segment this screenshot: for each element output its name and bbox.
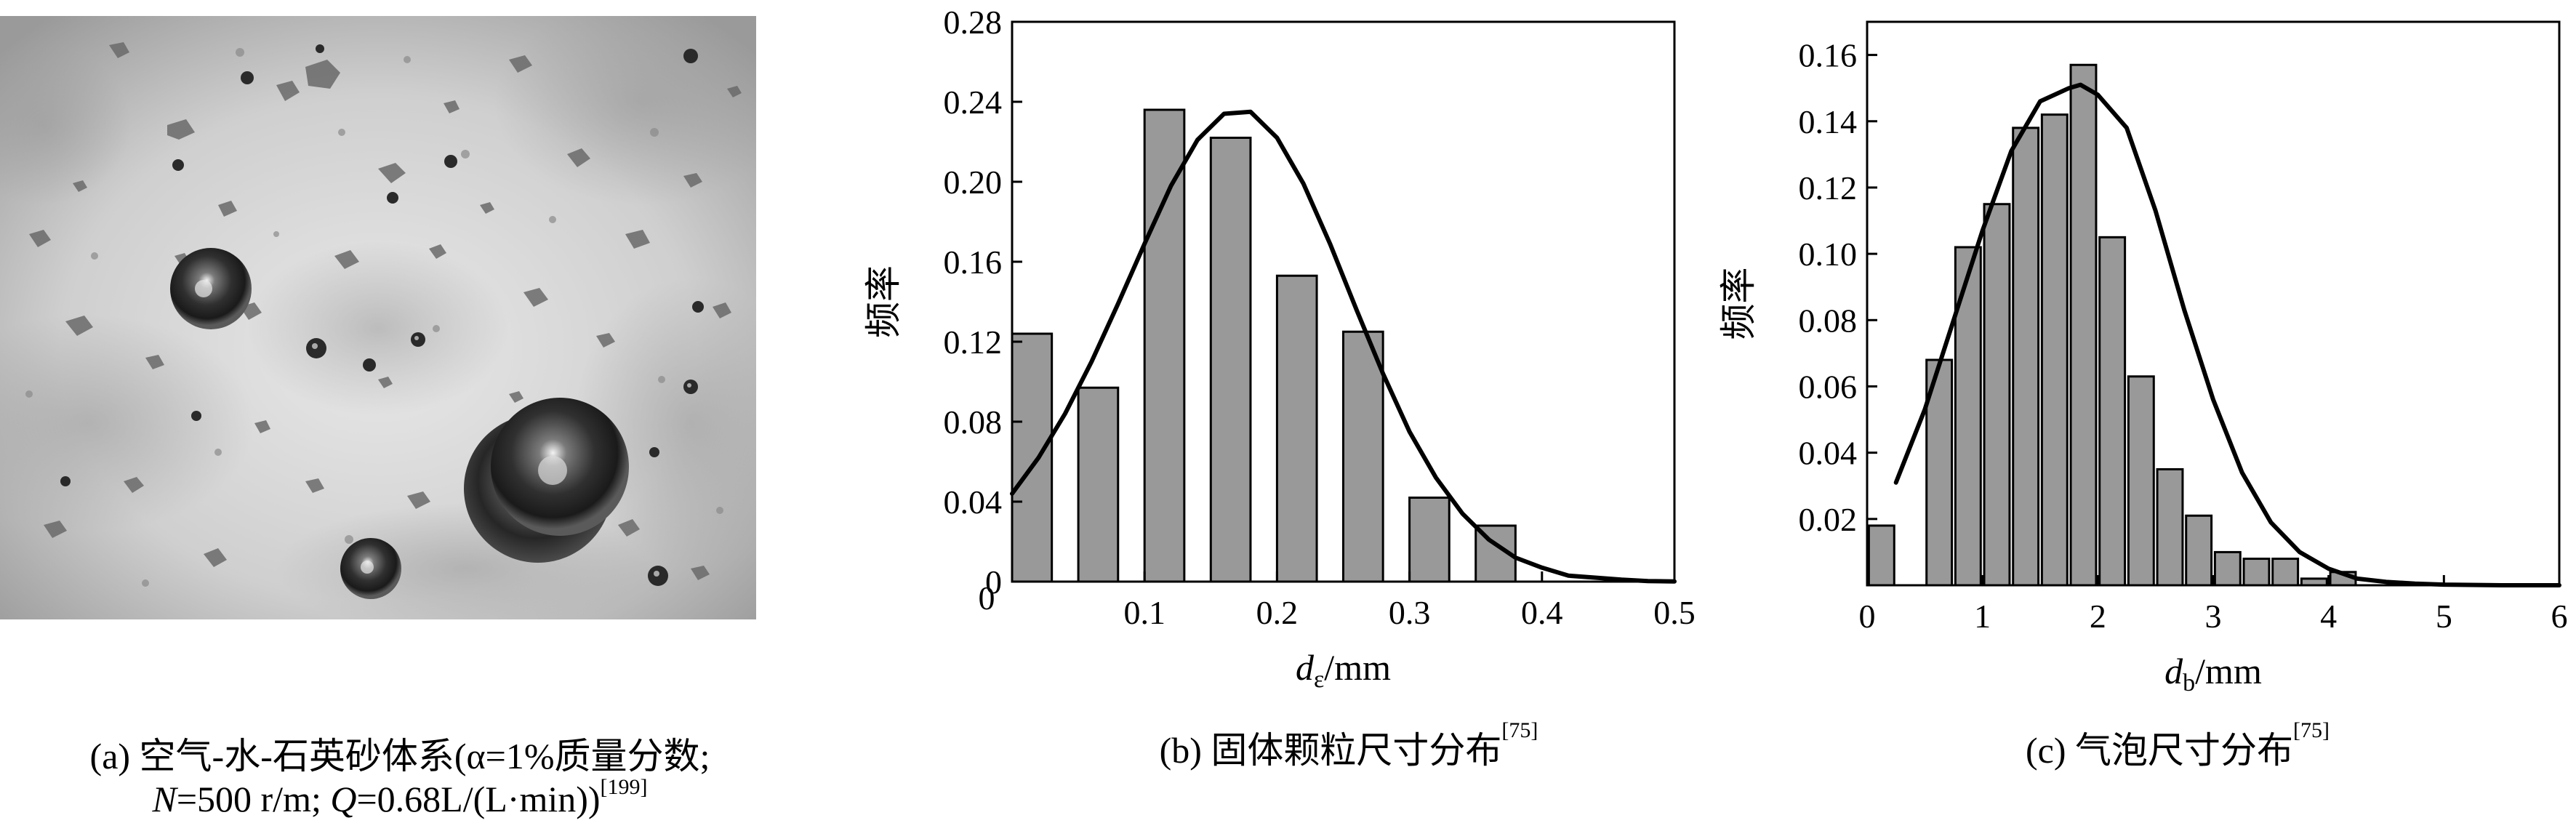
chart-c-bar xyxy=(2156,467,2184,587)
caption-a-ref: [199] xyxy=(600,775,648,799)
chart-b-xlabel: dε/mm xyxy=(1296,647,1391,693)
chart-b-ytick-label: 0.20 xyxy=(944,164,1003,201)
chart-b-plot-frame xyxy=(1011,20,1676,583)
chart-c-ytick-label: 0.04 xyxy=(1799,435,1858,472)
medium-bubble xyxy=(170,248,252,329)
caption-a-q-symbol: Q xyxy=(330,779,357,819)
chart-c-xtick-label: 3 xyxy=(2205,598,2222,635)
chart-c-bar xyxy=(1983,203,2011,587)
chart-c-xtick-label: 5 xyxy=(2436,598,2452,635)
chart-c-bar xyxy=(2127,375,2155,587)
chart-b-ytick-label: 0.04 xyxy=(944,483,1003,521)
caption-a-line1: (a) 空气-水-石英砂体系(α=1%质量分数; xyxy=(89,736,710,776)
chart-b-bar xyxy=(1275,274,1318,583)
chart-c-ytick-label: 0.16 xyxy=(1799,37,1858,74)
chart-c-bar xyxy=(2098,236,2127,587)
chart-c-bar xyxy=(2012,127,2040,587)
caption-a-n-symbol: N xyxy=(152,779,177,819)
chart-b-xtick-label: 0.1 xyxy=(1123,594,1165,631)
small-bubble xyxy=(340,538,401,599)
chart-c-ytick-label: 0.10 xyxy=(1799,236,1858,273)
caption-c-ref: [75] xyxy=(2293,718,2330,742)
chart-c-xtick-label: 6 xyxy=(2551,598,2568,635)
chart-c-xtick-label: 2 xyxy=(2090,598,2106,635)
chart-c-bar xyxy=(2040,113,2069,587)
chart-b-bar xyxy=(1077,386,1120,583)
chart-c-ytick-label: 0.14 xyxy=(1799,103,1858,140)
chart-b-ytick-label: 0.12 xyxy=(944,324,1003,361)
chart-c-ytick-label: 0.06 xyxy=(1799,368,1858,405)
chart-c-bar xyxy=(2242,558,2271,587)
chart-b-ytick-label: 0.24 xyxy=(944,84,1003,121)
chart-c-bar xyxy=(2213,550,2242,587)
caption-panel-b: (b) 固体颗粒尺寸分布[75] xyxy=(1003,718,1694,774)
chart-b-fit-curve xyxy=(1010,109,1677,584)
chart-c-xlabel: db/mm xyxy=(2164,651,2262,697)
caption-a-n-value: =500 r/m; xyxy=(176,779,331,819)
caption-a-q-value: =0.68L/(L·min)) xyxy=(356,779,601,819)
chart-b-ytick-label: 0 xyxy=(985,563,1002,601)
caption-c-text: (c) 气泡尺寸分布 xyxy=(2026,730,2293,771)
chart-c-bar xyxy=(2271,558,2300,587)
chart-b-ytick-label: 0.28 xyxy=(944,4,1003,41)
caption-b-text: (b) 固体颗粒尺寸分布 xyxy=(1159,730,1502,771)
large-bubble xyxy=(464,398,629,563)
bubble-particle-photo xyxy=(0,16,756,619)
caption-panel-a-line2: N=500 r/m; Q=0.68L/(L·min))[199] xyxy=(0,775,800,820)
caption-panel-a: (a) 空气-水-石英砂体系(α=1%质量分数; xyxy=(0,727,800,779)
chart-b-origin-label: 0 xyxy=(979,579,995,617)
chart-b-xtick-label: 0.5 xyxy=(1653,594,1696,631)
chart-c-xtick-label: 4 xyxy=(2320,598,2337,635)
chart-b-ytick-label: 0.08 xyxy=(944,404,1003,441)
caption-b-ref: [75] xyxy=(1501,718,1538,742)
photo-image xyxy=(0,16,756,619)
chart-c-ytick-label: 0.08 xyxy=(1799,302,1858,339)
chart-c-ytick-label: 0.02 xyxy=(1799,501,1858,538)
chart-c-ylabel: 频率 xyxy=(1718,268,1759,340)
chart-b-bar xyxy=(1342,330,1384,583)
chart-b-xtick-label: 0.3 xyxy=(1389,594,1431,631)
chart-b-xtick-label: 0.2 xyxy=(1256,594,1299,631)
chart-c-bar xyxy=(2069,63,2098,587)
chart-c-bar xyxy=(1867,524,1895,587)
chart-b-ylabel: 频率 xyxy=(863,265,904,338)
chart-b-xtick-label: 0.4 xyxy=(1521,594,1563,631)
chart-c-fit-curve xyxy=(1893,82,2561,587)
chart-c-bar xyxy=(2185,514,2213,587)
chart-c-xtick-label: 1 xyxy=(1974,598,1991,635)
chart-c-xtick-label: 0 xyxy=(1859,598,1876,635)
chart-b-ytick-label: 0.16 xyxy=(944,244,1003,281)
chart-c-ytick-label: 0.12 xyxy=(1799,169,1858,206)
caption-panel-c: (c) 气泡尺寸分布[75] xyxy=(1869,718,2487,774)
